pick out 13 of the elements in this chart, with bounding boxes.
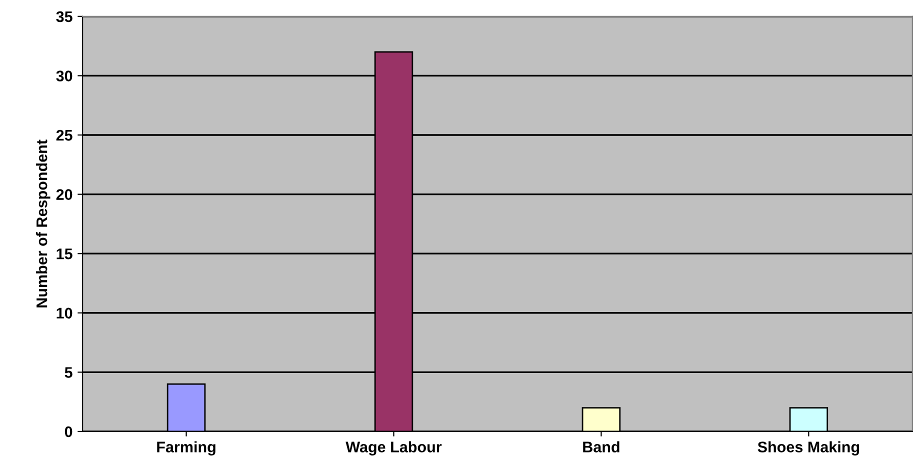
y-tick-label: 5 — [64, 367, 72, 378]
y-tick-label: 10 — [56, 308, 72, 319]
y-tick-label: 15 — [56, 248, 72, 260]
y-tick-label: 20 — [56, 189, 72, 200]
y-tick-label: 25 — [56, 130, 72, 141]
x-tick-label: Wage Labour — [346, 441, 442, 456]
x-tick-label: Band — [583, 441, 620, 452]
x-tick-label: Farming — [157, 441, 216, 456]
y-axis-title: Number of Respondent — [36, 140, 50, 308]
y-tick-label: 30 — [56, 70, 72, 82]
y-tick-label: 35 — [56, 11, 72, 22]
x-tick-label: Shoes Making — [758, 441, 860, 456]
y-tick-label: 0 — [64, 426, 72, 438]
